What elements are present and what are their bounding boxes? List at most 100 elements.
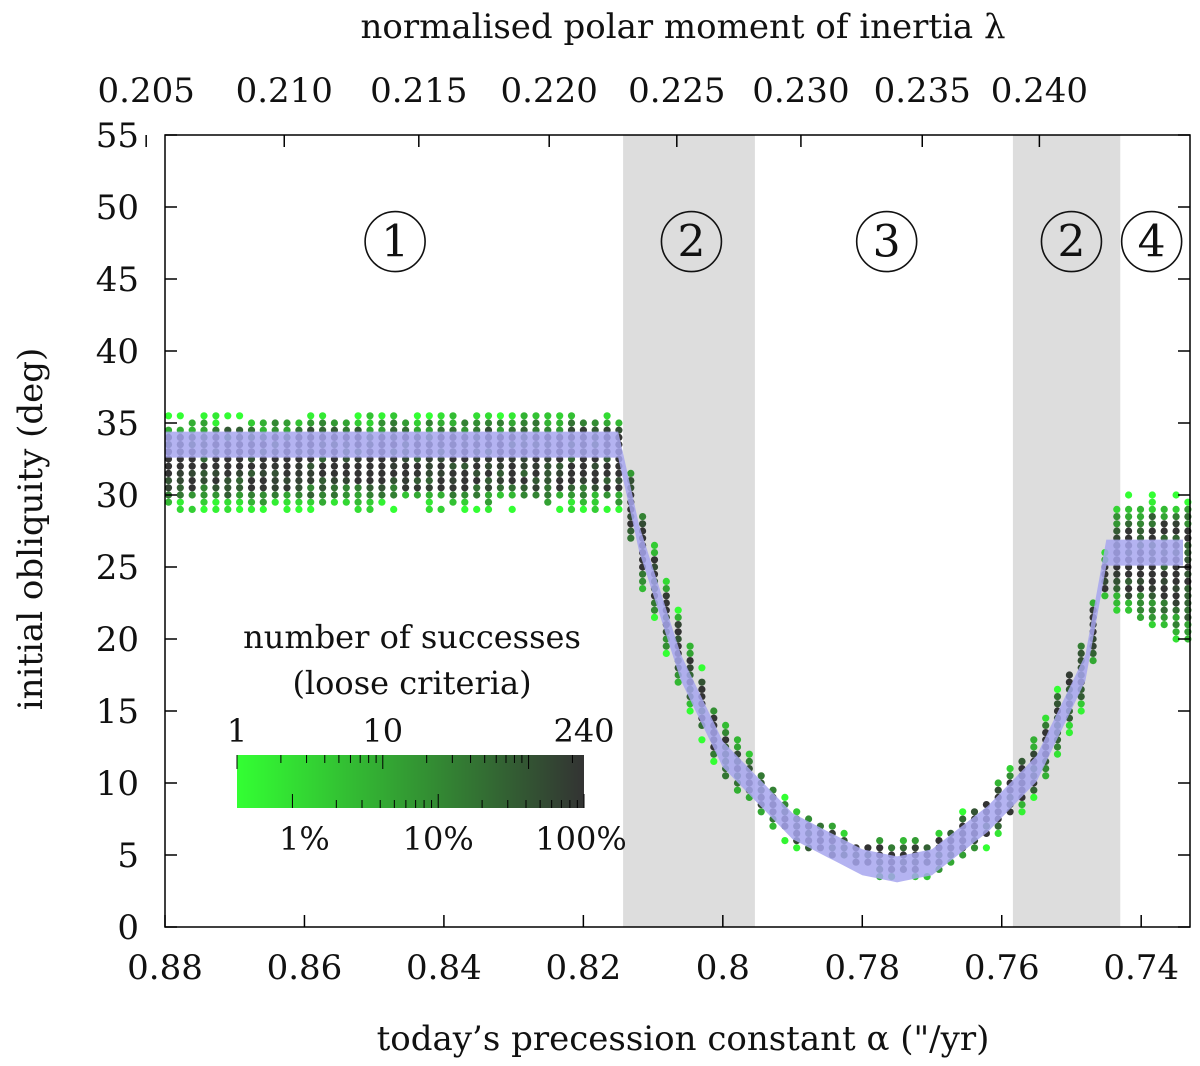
region-label: 2 (677, 217, 705, 268)
success-point (366, 498, 374, 506)
success-point (342, 491, 350, 499)
success-point (591, 505, 599, 513)
success-point (1136, 577, 1145, 586)
success-point (236, 498, 244, 506)
success-point (366, 462, 374, 470)
x-tick-label: 0.78 (824, 948, 900, 988)
success-point (188, 491, 196, 499)
success-point (532, 419, 540, 427)
success-point (603, 505, 611, 513)
success-point (449, 491, 457, 499)
success-point (224, 469, 232, 477)
success-point (769, 822, 777, 830)
success-point (402, 491, 410, 499)
success-point (698, 664, 706, 672)
success-point (484, 419, 493, 427)
success-point (1053, 750, 1062, 758)
success-point (200, 484, 208, 492)
success-point (200, 419, 208, 427)
region-labels: 1 2 3 2 4 (364, 210, 1183, 273)
success-point (295, 491, 303, 499)
success-point (437, 477, 445, 485)
success-point (603, 491, 611, 499)
success-point (1053, 693, 1062, 701)
success-point (283, 491, 291, 499)
success-point (319, 491, 327, 499)
x2-tick-label: 0.235 (874, 71, 971, 111)
success-point (283, 477, 291, 485)
success-point (674, 628, 682, 636)
success-point (935, 837, 943, 845)
success-point (1148, 621, 1156, 629)
success-point (567, 419, 576, 427)
success-point (259, 498, 267, 506)
success-point (733, 736, 742, 744)
success-point (342, 462, 350, 470)
success-point (425, 469, 433, 477)
success-point (1172, 621, 1180, 629)
success-point (1018, 801, 1026, 809)
success-point (959, 815, 967, 823)
success-point (437, 462, 445, 470)
success-point (307, 484, 315, 492)
success-point (319, 462, 327, 470)
success-point (1160, 505, 1168, 513)
success-point (200, 469, 208, 477)
success-point (567, 484, 576, 492)
success-point (354, 469, 362, 477)
x2-tick-label: 0.220 (501, 71, 598, 111)
success-point (164, 412, 173, 420)
success-point (994, 829, 1002, 838)
success-point (733, 786, 742, 794)
success-point (757, 808, 765, 816)
success-point (710, 707, 718, 715)
success-point (567, 469, 576, 477)
success-point (674, 678, 682, 686)
success-point (354, 505, 362, 513)
success-point (413, 484, 421, 492)
success-point (591, 419, 599, 427)
success-point (1030, 736, 1038, 744)
success-point (1148, 505, 1156, 513)
colorbar-legend: number of successes (loose criteria) 1 10 24… (227, 618, 627, 858)
success-point (1160, 513, 1168, 521)
success-point (603, 477, 611, 485)
success-point (1148, 613, 1156, 622)
success-point (1148, 491, 1156, 499)
success-point (212, 505, 220, 513)
success-point (307, 469, 315, 477)
success-point (591, 484, 599, 492)
success-point (212, 491, 220, 499)
success-point (354, 412, 362, 420)
success-point (425, 477, 433, 485)
success-point (247, 469, 256, 477)
success-point (425, 498, 433, 506)
success-point (1053, 700, 1062, 708)
success-point (1113, 513, 1121, 521)
success-point (473, 477, 481, 485)
success-point (1136, 585, 1145, 593)
success-point (1172, 527, 1180, 535)
success-point (449, 469, 457, 477)
success-point (473, 419, 481, 427)
success-point (1113, 505, 1121, 513)
y-tick-label: 5 (117, 836, 139, 876)
success-point (698, 736, 706, 744)
success-point (354, 419, 362, 427)
success-point (366, 484, 374, 492)
success-point (224, 477, 232, 485)
success-point (437, 469, 445, 477)
success-point (733, 743, 742, 751)
success-point (200, 498, 208, 506)
success-point (247, 484, 256, 492)
y-tick-label: 55 (96, 116, 139, 156)
success-point (1160, 592, 1168, 600)
success-point (591, 477, 599, 485)
success-point (662, 592, 670, 600)
success-point (473, 505, 481, 513)
success-point (532, 477, 540, 485)
success-point (1125, 527, 1133, 535)
success-point (781, 837, 789, 845)
success-point (319, 469, 327, 477)
success-point (461, 419, 469, 427)
